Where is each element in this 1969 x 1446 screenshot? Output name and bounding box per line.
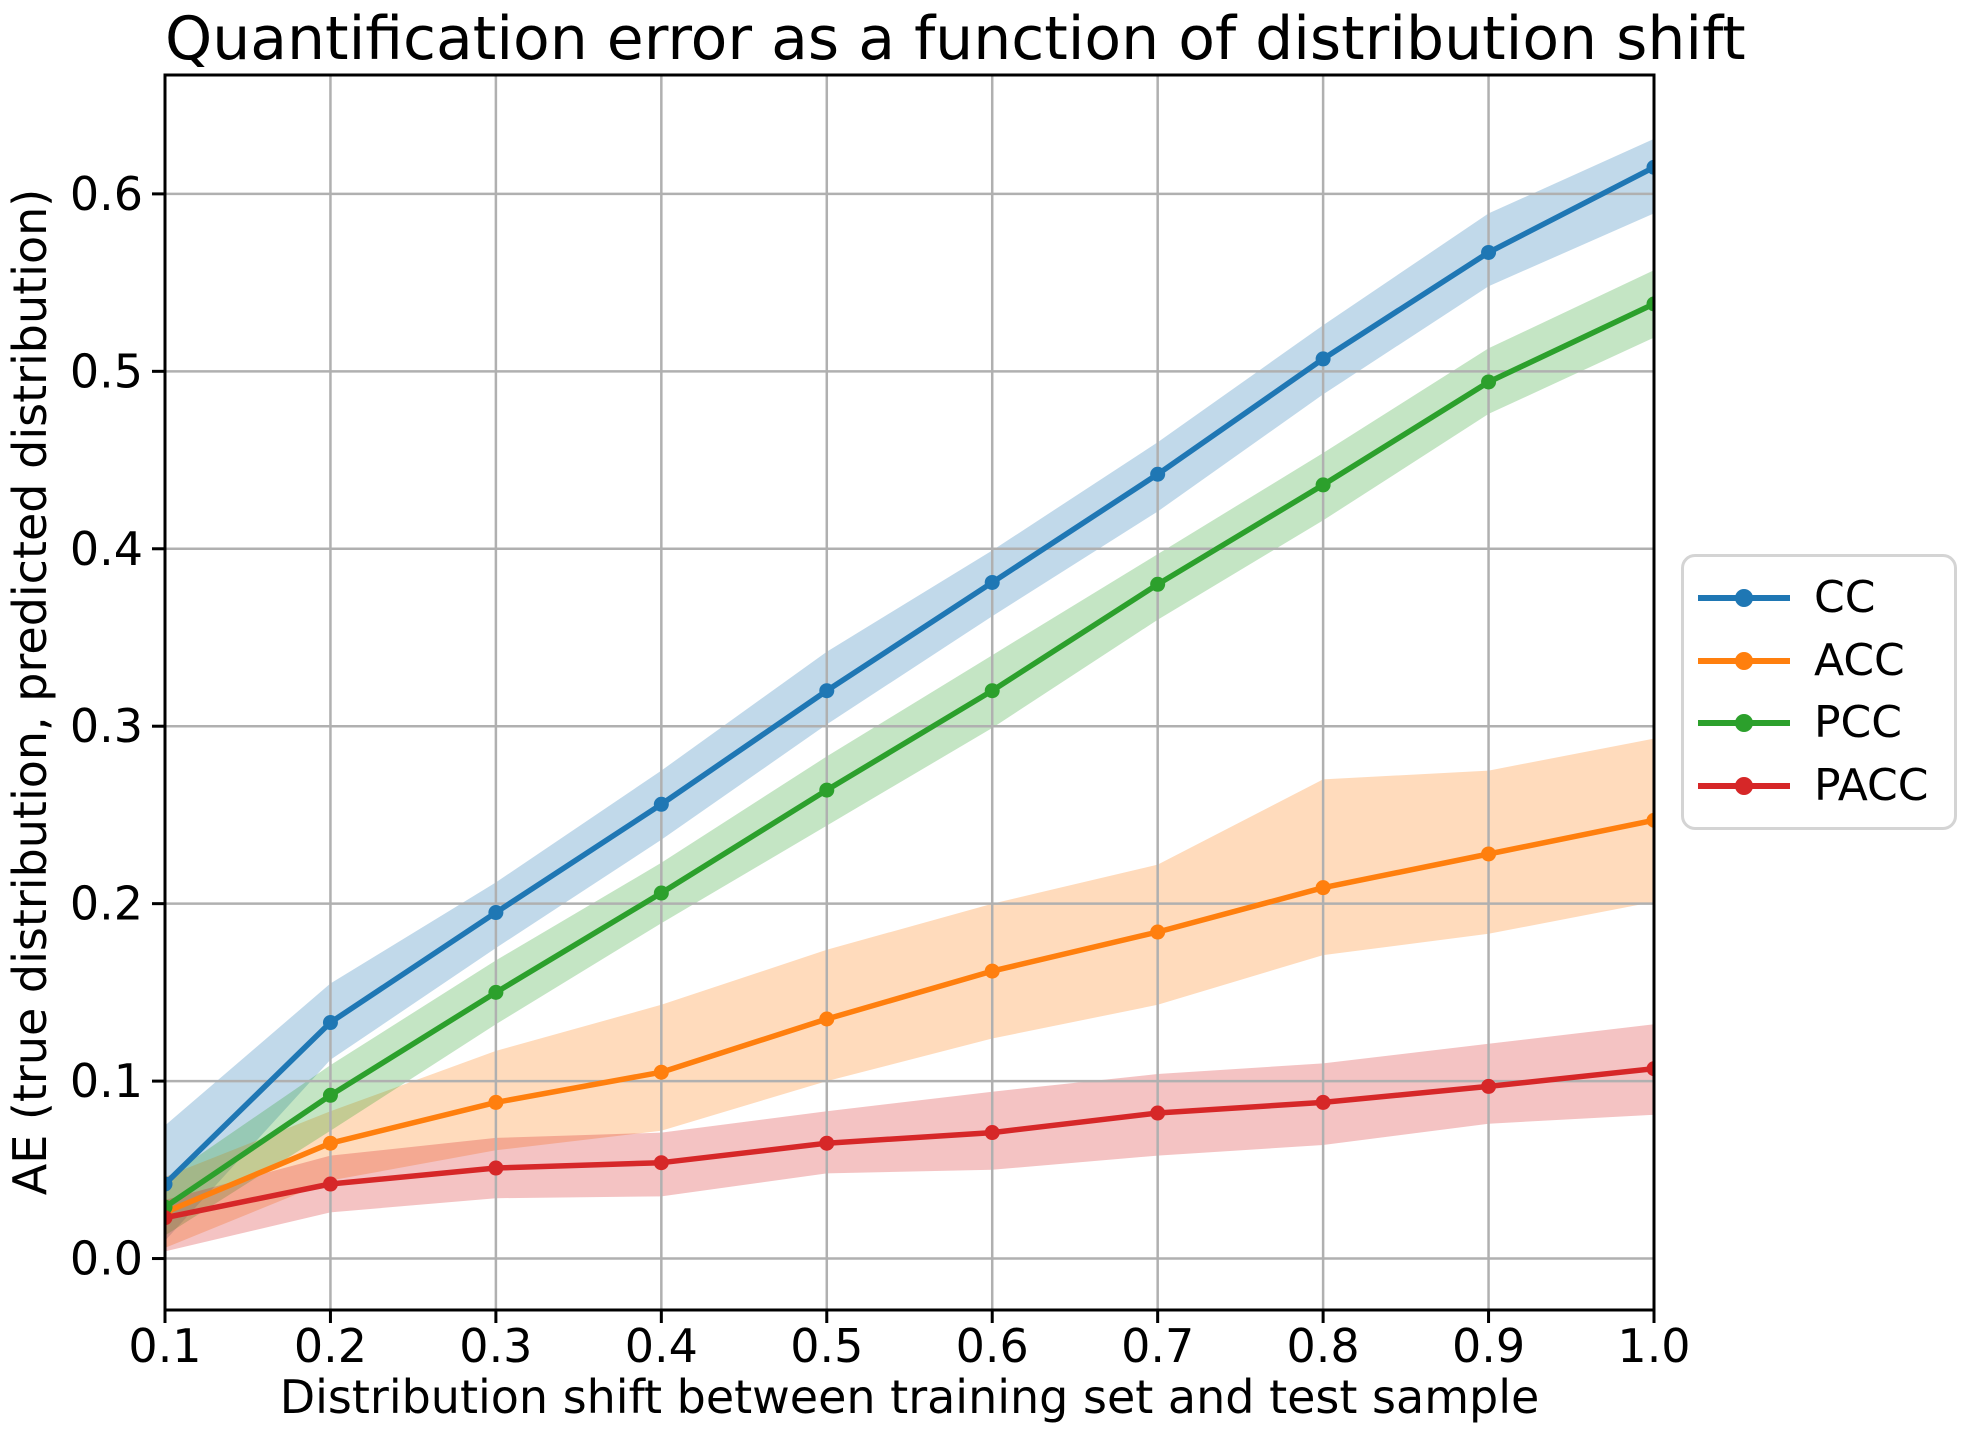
- series-marker-pcc: [1150, 576, 1166, 592]
- series-marker-cc: [1150, 466, 1166, 482]
- series-marker-pcc: [1315, 477, 1331, 493]
- y-tick-label: 0.4: [70, 522, 143, 576]
- series-marker-pacc: [1315, 1094, 1331, 1110]
- series-marker-pacc: [819, 1135, 835, 1151]
- series-marker-acc: [1150, 924, 1166, 940]
- y-tick-label: 0.5: [70, 344, 143, 398]
- series-marker-cc: [488, 905, 504, 921]
- series-marker-pcc: [488, 984, 504, 1000]
- legend-item-pacc: PACC: [1696, 759, 1954, 811]
- x-tick-label: 0.6: [956, 1319, 1029, 1373]
- series-marker-acc: [488, 1094, 504, 1110]
- series-marker-acc: [653, 1064, 669, 1080]
- x-tick-label: 0.5: [790, 1319, 863, 1373]
- y-tick-label: 0.0: [70, 1232, 143, 1286]
- ticks: 0.1 0.2 0.3 0.4 0.5 0.6 0.7 0.8 0.9 1.0 0.0 0.1 0.2 0…: [70, 167, 1691, 1373]
- series-marker-cc: [1315, 351, 1331, 367]
- x-tick-label: 0.8: [1287, 1319, 1360, 1373]
- legend-line-sample-cc: [1698, 589, 1790, 608]
- series-marker-acc: [819, 1011, 835, 1027]
- series-marker-pacc: [1150, 1105, 1166, 1121]
- chart-title: Quantification error as a function of di…: [165, 4, 1746, 74]
- series-marker-acc: [984, 963, 1000, 979]
- series-marker-cc: [819, 683, 835, 699]
- series-marker-pcc: [653, 885, 669, 901]
- series-marker-acc: [1315, 880, 1331, 896]
- series-marker-pcc: [1481, 374, 1497, 390]
- x-axis-label: Distribution shift between training set …: [279, 1370, 1540, 1424]
- series-marker-pacc: [1481, 1078, 1497, 1094]
- legend: CC ACC PCC PACC: [1681, 554, 1957, 830]
- legend-item-acc: ACC: [1696, 634, 1954, 686]
- series-marker-acc: [322, 1135, 338, 1151]
- legend-label: CC: [1814, 572, 1876, 624]
- series-marker-pcc: [984, 683, 1000, 699]
- series-marker-cc: [1481, 244, 1497, 260]
- series-marker-pacc: [1646, 1061, 1654, 1077]
- legend-line-sample-pacc: [1698, 776, 1790, 795]
- series-marker-pacc: [322, 1176, 338, 1192]
- series-marker-pacc: [165, 1210, 173, 1226]
- series-marker-cc: [653, 796, 669, 812]
- y-tick-label: 0.2: [70, 877, 143, 931]
- legend-label: PACC: [1814, 759, 1929, 811]
- legend-item-pcc: PCC: [1696, 701, 1954, 745]
- series-line-acc: [165, 817, 1654, 1216]
- series-marker-pcc: [819, 782, 835, 798]
- legend-line-sample-pcc: [1698, 714, 1790, 733]
- gridlines: [163, 75, 1656, 1310]
- series-marker-pacc: [984, 1125, 1000, 1141]
- series-marker-cc: [322, 1015, 338, 1031]
- series-marker-cc: [984, 574, 1000, 590]
- series-marker-cc: [1646, 159, 1654, 175]
- legend-item-cc: CC: [1696, 576, 1954, 620]
- series-marker-acc: [1481, 846, 1497, 862]
- series-line-pcc: [165, 301, 1654, 1210]
- legend-label: PCC: [1814, 697, 1902, 749]
- y-tick-label: 0.1: [70, 1054, 143, 1108]
- series-line-cc: [165, 164, 1654, 1187]
- line-layer: [165, 159, 1654, 1226]
- x-tick-label: 0.7: [1121, 1319, 1194, 1373]
- legend-line-sample-acc: [1698, 651, 1790, 670]
- band-layer: [165, 138, 1654, 1252]
- series-marker-cc: [165, 1176, 173, 1192]
- series-band-cc: [165, 138, 1654, 1241]
- axes-spines: [163, 73, 1656, 1312]
- y-tick-label: 0.3: [70, 699, 143, 753]
- legend-label: ACC: [1814, 634, 1905, 686]
- series-marker-pacc: [488, 1160, 504, 1176]
- series-marker-pacc: [653, 1155, 669, 1171]
- x-tick-label: 0.3: [459, 1319, 532, 1373]
- y-tick-label: 0.6: [70, 167, 143, 221]
- x-tick-label: 0.1: [128, 1319, 201, 1373]
- series-line-pacc: [165, 1065, 1654, 1221]
- x-tick-label: 1.0: [1617, 1319, 1690, 1373]
- x-tick-label: 0.9: [1452, 1319, 1525, 1373]
- series-marker-acc: [1646, 812, 1654, 828]
- x-tick-label: 0.2: [294, 1319, 367, 1373]
- series-marker-pcc: [322, 1087, 338, 1103]
- series-marker-pcc: [1646, 296, 1654, 312]
- x-tick-label: 0.4: [625, 1319, 698, 1373]
